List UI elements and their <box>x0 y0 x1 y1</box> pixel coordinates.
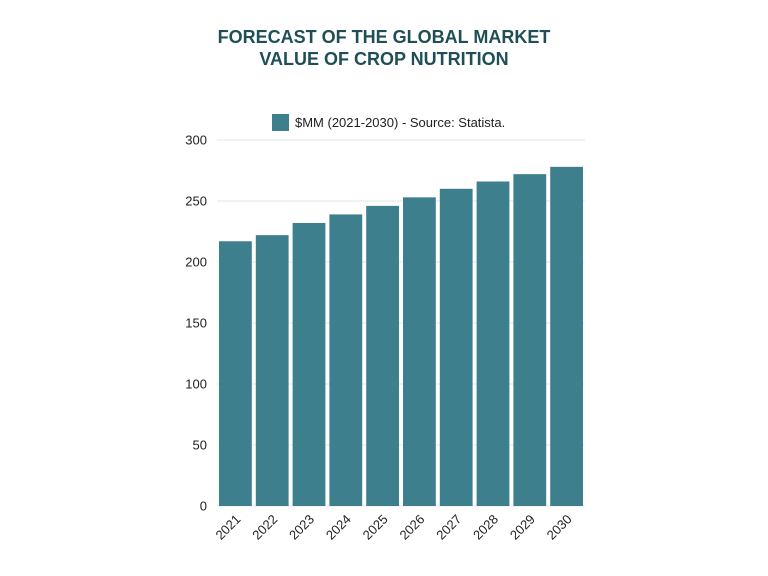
y-tick-label: 0 <box>200 499 207 514</box>
bar-2025 <box>366 205 399 506</box>
y-axis: 0 50 100 150 200 250 300 <box>185 133 207 514</box>
x-tick-label: 2029 <box>507 512 538 543</box>
x-tick-label: 2030 <box>544 512 575 543</box>
y-tick-label: 150 <box>185 316 207 331</box>
bar-2027 <box>439 188 473 507</box>
bars <box>219 166 583 507</box>
y-tick-label: 300 <box>185 133 207 148</box>
bar-2030 <box>550 166 583 506</box>
x-axis: 2021 2022 2023 2024 2025 2026 2027 2028 2029 2030 <box>212 512 574 543</box>
y-tick-label: 200 <box>185 255 207 270</box>
x-tick-label: 2021 <box>212 512 243 543</box>
x-tick-label: 2025 <box>360 512 391 543</box>
legend-label: $MM (2021-2030) - Source: Statista. <box>295 115 505 130</box>
chart-title-line-1: FORECAST OF THE GLOBAL MARKET <box>217 27 551 47</box>
x-tick-label: 2026 <box>396 512 427 543</box>
x-tick-label: 2022 <box>249 512 280 543</box>
x-tick-label: 2028 <box>470 512 501 543</box>
bar-2026 <box>403 197 436 506</box>
y-tick-label: 100 <box>185 377 207 392</box>
bar-2028 <box>476 181 510 507</box>
x-tick-label: 2023 <box>286 512 317 543</box>
bar-2022 <box>255 235 289 506</box>
y-tick-label: 50 <box>193 438 207 453</box>
y-tick-label: 250 <box>185 194 207 209</box>
legend: $MM (2021-2030) - Source: Statista. <box>272 114 505 131</box>
bar-2024 <box>329 214 363 507</box>
x-tick-label: 2027 <box>433 512 464 543</box>
bar-2023 <box>292 222 326 506</box>
x-tick-label: 2024 <box>323 512 354 543</box>
bar-2021 <box>219 241 252 506</box>
legend-swatch <box>272 114 289 131</box>
chart-title: FORECAST OF THE GLOBAL MARKET VALUE OF C… <box>0 26 768 70</box>
bar-2029 <box>513 174 547 506</box>
chart-title-line-2: VALUE OF CROP NUTRITION <box>259 49 509 69</box>
